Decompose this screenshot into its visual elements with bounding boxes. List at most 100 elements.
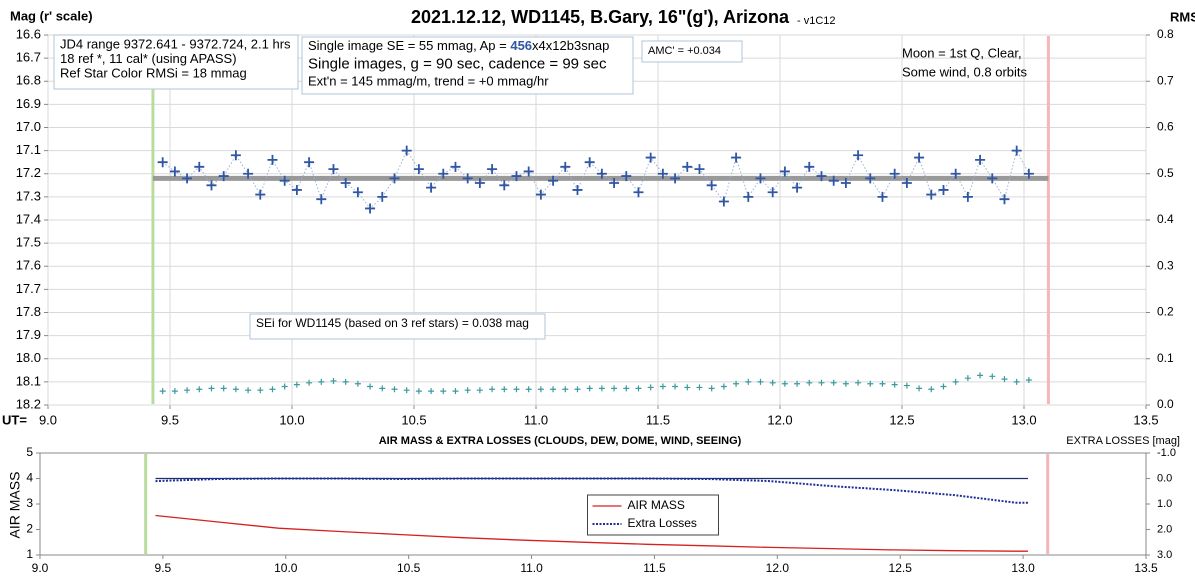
data-point bbox=[830, 379, 837, 386]
data-point bbox=[928, 386, 935, 393]
data-point bbox=[169, 166, 180, 177]
data-point bbox=[157, 157, 168, 168]
chart-subtitle: - v1C12 bbox=[797, 15, 836, 27]
data-point bbox=[755, 173, 766, 184]
data-point bbox=[731, 152, 742, 163]
data-point bbox=[269, 386, 276, 393]
data-point bbox=[401, 145, 412, 156]
data-point bbox=[306, 379, 313, 386]
x-tick-label: 9.0 bbox=[39, 412, 57, 427]
y-tick-label: 16.7 bbox=[16, 50, 41, 65]
data-point bbox=[635, 385, 642, 392]
y-tick-label: 4 bbox=[26, 471, 33, 485]
x-tick-label: 9.0 bbox=[32, 561, 49, 575]
data-point bbox=[720, 383, 727, 390]
data-point bbox=[354, 380, 361, 387]
data-point bbox=[733, 380, 740, 387]
data-point bbox=[623, 385, 630, 392]
data-point bbox=[708, 385, 715, 392]
data-point bbox=[877, 191, 888, 202]
legend-label: AIR MASS bbox=[628, 498, 685, 512]
data-point bbox=[499, 180, 510, 191]
x-tick-label: 13.5 bbox=[1133, 412, 1158, 427]
data-point bbox=[537, 386, 544, 393]
data-point bbox=[291, 184, 302, 195]
data-point bbox=[438, 168, 449, 179]
x-tick-label: 10.5 bbox=[401, 412, 426, 427]
data-point bbox=[940, 383, 947, 390]
data-point bbox=[706, 180, 717, 191]
y-tick-label: 18.2 bbox=[16, 396, 41, 411]
data-point bbox=[696, 384, 703, 391]
data-point bbox=[196, 386, 203, 393]
x-tick-label: 13.0 bbox=[1011, 561, 1035, 575]
data-point bbox=[206, 180, 217, 191]
data-point bbox=[501, 386, 508, 393]
data-point bbox=[645, 152, 656, 163]
data-point bbox=[330, 377, 337, 384]
y2-tick-label: 0.8 bbox=[1157, 27, 1174, 41]
data-point bbox=[1011, 145, 1022, 156]
y2-tick-label: 0.7 bbox=[1157, 73, 1174, 87]
data-point bbox=[950, 168, 961, 179]
annotation-box bbox=[301, 36, 634, 95]
data-point bbox=[767, 187, 778, 198]
data-point bbox=[352, 187, 363, 198]
data-point bbox=[562, 386, 569, 393]
x-tick-label: 10.5 bbox=[397, 561, 421, 575]
x-tick-label: 9.5 bbox=[155, 561, 172, 575]
data-point bbox=[403, 387, 410, 394]
data-point bbox=[379, 385, 386, 392]
data-point bbox=[377, 191, 388, 202]
y-tick-label: 17.4 bbox=[16, 211, 41, 226]
data-point bbox=[938, 184, 949, 195]
annotation: 18 ref *, 11 cal* (using APASS) bbox=[60, 51, 237, 66]
y-axis-label: AIR MASS bbox=[7, 472, 23, 539]
y2-tick-label: 0.3 bbox=[1157, 258, 1174, 272]
y-tick-label: 17.0 bbox=[16, 119, 41, 134]
y2-tick-label: 0.1 bbox=[1157, 351, 1174, 365]
data-point bbox=[293, 381, 300, 388]
data-point bbox=[1001, 376, 1008, 383]
annotation: SEi for WD1145 (based on 3 ref stars) = … bbox=[256, 316, 529, 330]
data-point bbox=[523, 166, 534, 177]
data-point bbox=[806, 379, 813, 386]
annotation-box bbox=[641, 40, 743, 63]
annotation-part: 456 bbox=[510, 38, 532, 53]
legend-box bbox=[587, 494, 719, 536]
y2-tick-label: 3.0 bbox=[1157, 549, 1172, 561]
data-point bbox=[855, 379, 862, 386]
data-point bbox=[611, 385, 618, 392]
y-tick-label: 17.2 bbox=[16, 165, 41, 180]
data-point bbox=[243, 168, 254, 179]
data-point bbox=[560, 161, 571, 172]
x-tick-label: 10.0 bbox=[274, 561, 298, 575]
data-point bbox=[598, 385, 605, 392]
data-point bbox=[426, 182, 437, 193]
data-point bbox=[428, 388, 435, 395]
chart-title: 2021.12.12, WD1145, B.Gary, 16"(g'), Ari… bbox=[411, 7, 790, 27]
data-point bbox=[889, 168, 900, 179]
data-point bbox=[230, 150, 241, 161]
data-point bbox=[281, 383, 288, 390]
x-tick-label: 12.5 bbox=[889, 412, 914, 427]
data-point bbox=[535, 189, 546, 200]
annotation-box bbox=[249, 313, 546, 340]
y-axis-label: Mag (r' scale) bbox=[10, 8, 93, 23]
data-point bbox=[694, 164, 705, 175]
y-tick-label: 3 bbox=[26, 496, 33, 510]
data-point bbox=[340, 178, 351, 188]
data-point bbox=[926, 189, 937, 200]
data-point bbox=[232, 386, 239, 393]
data-point bbox=[586, 385, 593, 392]
y-tick-label: 1 bbox=[26, 547, 33, 561]
data-point bbox=[413, 164, 424, 175]
y-tick-label: 17.7 bbox=[16, 281, 41, 296]
data-point bbox=[328, 164, 339, 175]
y-tick-label: 17.9 bbox=[16, 327, 41, 342]
data-point bbox=[367, 383, 374, 390]
data-point bbox=[489, 386, 496, 393]
data-point bbox=[218, 171, 229, 182]
data-point bbox=[184, 387, 191, 394]
data-point bbox=[391, 386, 398, 393]
